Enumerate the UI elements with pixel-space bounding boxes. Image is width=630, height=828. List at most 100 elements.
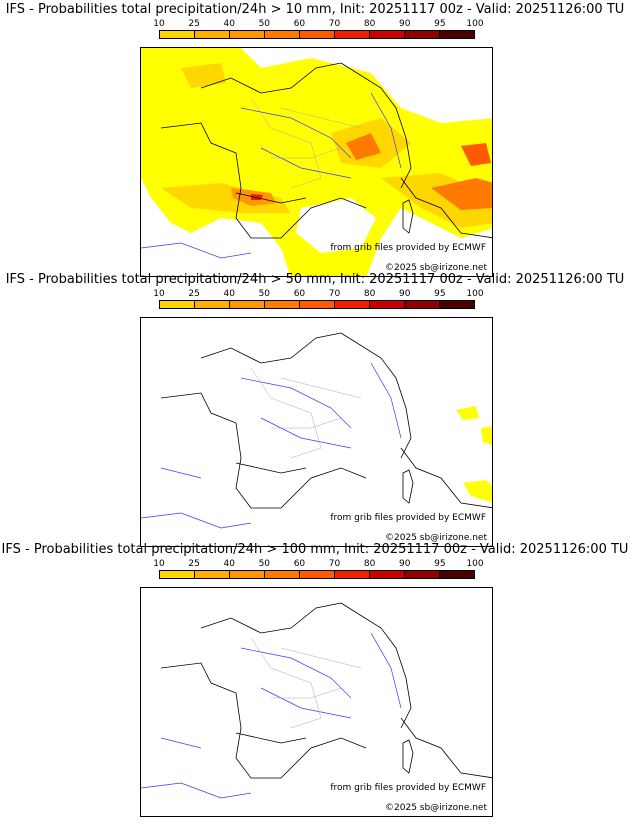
legend-tick: 40: [223, 559, 235, 569]
legend-swatch: [264, 301, 299, 308]
legend-tick: 100: [466, 19, 484, 29]
clear-area: [296, 198, 376, 253]
legend-swatch: [404, 31, 439, 38]
country-border: [235, 602, 412, 744]
legend-swatch: [369, 301, 404, 308]
legend-swatch: [369, 31, 404, 38]
precip-area-yellow: [481, 426, 492, 446]
probability-legend: 10 25 40 50 60 70 80 90 95 100: [153, 559, 484, 579]
legend-tick: 70: [328, 289, 341, 299]
precip-area-orange: [431, 178, 492, 210]
legend-tick: 90: [399, 19, 411, 29]
rivers: [141, 92, 402, 259]
legend-swatch: [334, 301, 369, 308]
legend-tick: 50: [258, 559, 271, 569]
legend-swatch: [404, 571, 439, 578]
legend-tick: 95: [434, 19, 446, 29]
legend-swatch: [229, 571, 264, 578]
legend-tick: 10: [153, 289, 165, 299]
legend-tick: 100: [466, 559, 484, 569]
legend-swatch: [264, 571, 299, 578]
precip-area-yellow: [456, 406, 479, 420]
legend-tick: 100: [466, 289, 484, 299]
map-panel-100mm: IFS - Probabilities total precipitation/…: [0, 540, 630, 817]
legend-swatch: [404, 301, 439, 308]
france-map: [141, 602, 492, 799]
legend-colorbar: [159, 570, 475, 579]
rivers: [141, 362, 402, 529]
corsica-outline: [402, 469, 414, 504]
panel-title: IFS - Probabilities total precipitation/…: [5, 272, 625, 287]
map-panel-50mm: IFS - Probabilities total precipitation/…: [0, 270, 630, 547]
legend-tick: 25: [188, 289, 200, 299]
legend-tick: 95: [434, 559, 446, 569]
legend-tick: 10: [153, 19, 165, 29]
precip-area-gold: [161, 183, 291, 213]
legend-tick: 60: [293, 19, 306, 29]
copyright-text: ©2025 sb@irizone.net: [385, 533, 487, 543]
coastline: [160, 332, 492, 509]
rivers: [141, 632, 402, 799]
legend-swatch: [299, 301, 334, 308]
legend-tick: 60: [293, 289, 306, 299]
legend-swatch: [160, 31, 194, 38]
legend-swatch: [194, 301, 229, 308]
map-frame: from grib files provided by ECMWF ©2025 …: [140, 47, 493, 277]
precip-area-yellow: [151, 133, 231, 166]
legend-tick: 95: [434, 289, 446, 299]
legend-swatch: [229, 301, 264, 308]
legend-colorbar: [159, 30, 475, 39]
legend-tick: 10: [153, 559, 165, 569]
source-credit: from grib files provided by ECMWF: [330, 243, 486, 253]
legend-tick: 90: [399, 559, 411, 569]
legend-swatch: [160, 571, 194, 578]
panel-title: IFS - Probabilities total precipitation/…: [1, 542, 629, 557]
country-border: [235, 62, 412, 204]
precip-area-yellow: [463, 480, 492, 503]
coastline: [160, 62, 492, 239]
legend-swatch: [194, 571, 229, 578]
legend-swatch: [334, 571, 369, 578]
map-panel-10mm: IFS - Probabilities total precipitation/…: [0, 0, 630, 277]
admin-borders: [250, 367, 362, 459]
france-map: [141, 332, 492, 529]
legend-swatch: [439, 31, 474, 38]
map-frame: from grib files provided by ECMWF ©2025 …: [140, 317, 493, 547]
legend-swatch: [160, 301, 194, 308]
legend-tick: 90: [399, 289, 411, 299]
coastline: [160, 602, 492, 779]
legend-tick: 80: [363, 559, 376, 569]
legend-labels: 10 25 40 50 60 70 80 90 95 100: [153, 289, 483, 300]
legend-labels: 10 25 40 50 60 70 80 90 95 100: [153, 19, 483, 30]
legend-tick: 80: [363, 19, 376, 29]
country-border: [235, 332, 412, 474]
france-map: [141, 48, 492, 276]
source-credit: from grib files provided by ECMWF: [330, 513, 486, 523]
legend-colorbar: [159, 300, 475, 309]
probability-legend: 10 25 40 50 60 70 80 90 95 100: [153, 19, 484, 39]
corsica-outline: [402, 199, 414, 234]
legend-tick: 60: [293, 559, 306, 569]
precip-area-orange: [346, 133, 381, 160]
copyright-text: ©2025 sb@irizone.net: [385, 803, 487, 813]
legend-tick: 50: [258, 289, 271, 299]
admin-borders: [250, 637, 362, 729]
legend-swatch: [229, 31, 264, 38]
legend-swatch: [194, 31, 229, 38]
copyright-text: ©2025 sb@irizone.net: [385, 263, 487, 273]
admin-borders: [250, 97, 362, 189]
legend-swatch: [299, 571, 334, 578]
precip-area-gold: [181, 63, 226, 88]
legend-tick: 70: [328, 19, 341, 29]
legend-tick: 25: [188, 19, 200, 29]
precip-area-red: [461, 143, 491, 166]
legend-tick: 70: [328, 559, 341, 569]
legend-swatch: [439, 571, 474, 578]
legend-swatch: [439, 301, 474, 308]
legend-swatch: [264, 31, 299, 38]
legend-tick: 25: [188, 559, 200, 569]
map-frame: from grib files provided by ECMWF ©2025 …: [140, 587, 493, 817]
corsica-outline: [402, 739, 414, 774]
probability-legend: 10 25 40 50 60 70 80 90 95 100: [153, 289, 484, 309]
legend-tick: 40: [223, 289, 235, 299]
